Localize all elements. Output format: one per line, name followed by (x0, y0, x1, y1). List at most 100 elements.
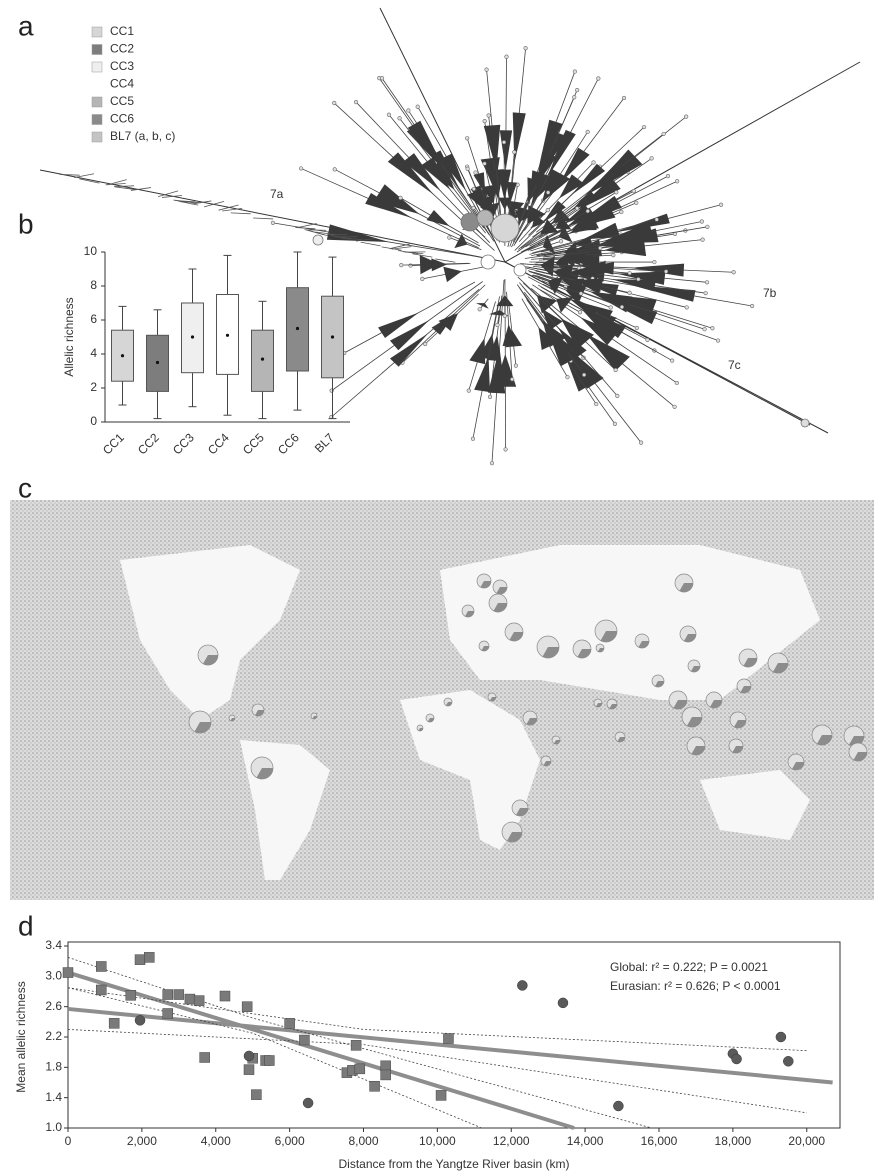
pie-slice (543, 761, 551, 767)
node (627, 271, 632, 276)
x-tick-label: 4,000 (201, 1134, 231, 1148)
x-tick-label: CC6 (275, 430, 302, 457)
land (440, 545, 820, 700)
clade (579, 195, 622, 222)
node (572, 69, 577, 74)
y-tick-label: 1.0 (45, 1120, 62, 1134)
clade (553, 264, 574, 286)
node (664, 269, 669, 274)
pie-slice (418, 728, 424, 732)
point (243, 1064, 255, 1075)
x-axis-label: Distance from the Yangtze River basin (k… (339, 1157, 570, 1171)
node (502, 313, 507, 318)
node (613, 367, 618, 373)
clade (556, 297, 574, 313)
node (495, 322, 500, 328)
branch (218, 204, 239, 211)
point (613, 1100, 624, 1112)
clade-label: 7b (763, 286, 777, 300)
node (619, 304, 625, 310)
branch (39, 169, 506, 263)
node (353, 99, 359, 105)
x-tick-label: 14,000 (567, 1134, 604, 1148)
node (614, 190, 619, 195)
branch (356, 237, 377, 242)
x-tick-label: BL7 (312, 430, 337, 455)
node (489, 461, 495, 466)
branch (360, 241, 381, 247)
point (199, 1052, 210, 1063)
pie-slice (554, 740, 561, 745)
clade (587, 161, 627, 193)
branch (175, 200, 196, 203)
legend-label: CC1 (110, 24, 134, 38)
clade-label: 7a (270, 187, 284, 201)
legend-swatch (91, 114, 103, 125)
land (120, 545, 300, 720)
branch (73, 173, 95, 179)
node (611, 253, 616, 258)
node (477, 307, 482, 312)
node (503, 447, 508, 452)
node (420, 276, 425, 281)
clade (421, 157, 451, 191)
node (465, 166, 470, 171)
branch (504, 61, 861, 263)
clade (499, 130, 513, 171)
node (675, 179, 680, 184)
node (379, 76, 385, 81)
clade (563, 241, 579, 261)
box (251, 329, 274, 392)
point (125, 990, 137, 1001)
branch (253, 217, 274, 220)
clade (603, 222, 654, 242)
point (251, 1089, 262, 1100)
node (672, 404, 677, 409)
node (581, 355, 586, 360)
node (332, 167, 337, 172)
pie-slice (684, 634, 697, 643)
x-tick-label: CC4 (205, 430, 232, 457)
phylogenetic-tree (39, 7, 861, 466)
pie-slice (480, 581, 492, 589)
point (243, 1050, 255, 1062)
node (490, 213, 520, 243)
clade (378, 312, 419, 338)
node (704, 280, 710, 285)
x-tick-label: 10,000 (419, 1134, 456, 1148)
point (299, 1034, 310, 1046)
pie-slice (428, 718, 435, 723)
legend-label: CC6 (110, 112, 134, 126)
node (703, 291, 708, 296)
point (369, 1081, 380, 1092)
node (612, 421, 618, 427)
pie-slice (542, 647, 560, 659)
point (380, 1060, 391, 1072)
y-tick-label: 0 (90, 414, 97, 428)
node (460, 212, 480, 232)
pie-slice (609, 704, 617, 710)
branch (191, 200, 212, 205)
clade (538, 327, 558, 350)
y-tick-label: 2.6 (45, 999, 62, 1013)
branch (130, 187, 151, 191)
node (447, 235, 452, 240)
point (350, 1040, 362, 1051)
point (380, 1069, 391, 1081)
node (702, 327, 707, 332)
pie-slice (691, 746, 706, 756)
node (398, 195, 403, 200)
pie-slice (600, 631, 618, 643)
clade (403, 153, 442, 192)
pie-slice (691, 666, 701, 673)
clade (571, 236, 593, 247)
pie-slice (740, 686, 752, 694)
node (705, 224, 710, 229)
branch (391, 246, 412, 250)
clade (559, 174, 584, 199)
node (575, 206, 580, 211)
y-tick-label: 6 (90, 312, 97, 326)
clade (586, 333, 630, 372)
point (193, 995, 205, 1006)
